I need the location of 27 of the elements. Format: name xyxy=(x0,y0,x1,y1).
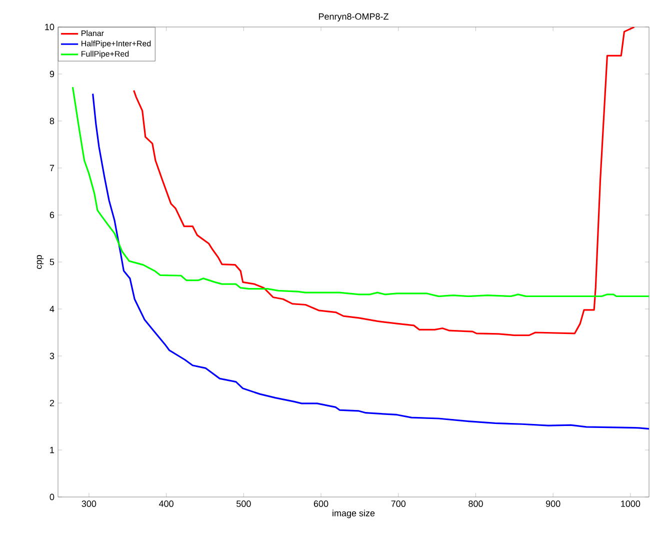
y-axis-title: cpp xyxy=(36,255,44,269)
x-tick-label: 500 xyxy=(236,500,251,507)
legend-label: HalfPipe+Inter+Red xyxy=(82,40,151,48)
legend-label: Planar xyxy=(82,30,104,36)
y-tick-label: 8 xyxy=(50,118,54,124)
x-tick-label: 1000 xyxy=(621,500,640,507)
y-tick-label: 7 xyxy=(50,164,54,172)
y-tick-label: 6 xyxy=(50,212,54,218)
line-series xyxy=(92,92,649,430)
legend-label: FullPipe+Red xyxy=(82,50,129,58)
chart-title: Penryn8-OMP8-Z xyxy=(318,13,388,22)
y-tick-label: 2 xyxy=(50,400,54,406)
y-tick-label: 9 xyxy=(50,70,54,78)
x-tick-label: 700 xyxy=(391,500,406,507)
y-tick-label: 3 xyxy=(50,352,54,360)
y-tick-label: 10 xyxy=(45,24,54,30)
y-tick-label: 5 xyxy=(50,258,54,266)
x-tick-label: 900 xyxy=(546,500,560,507)
x-tick-label: 400 xyxy=(159,500,174,507)
y-tick-label: 4 xyxy=(50,306,54,312)
x-tick-label: 800 xyxy=(468,500,483,507)
x-tick-label: 300 xyxy=(82,500,96,507)
y-tick-label: 0 xyxy=(50,494,54,500)
y-tick-label: 1 xyxy=(50,446,54,454)
x-tick-label: 600 xyxy=(314,500,328,507)
line-series xyxy=(72,86,649,298)
x-axis-title: image size xyxy=(332,510,375,518)
